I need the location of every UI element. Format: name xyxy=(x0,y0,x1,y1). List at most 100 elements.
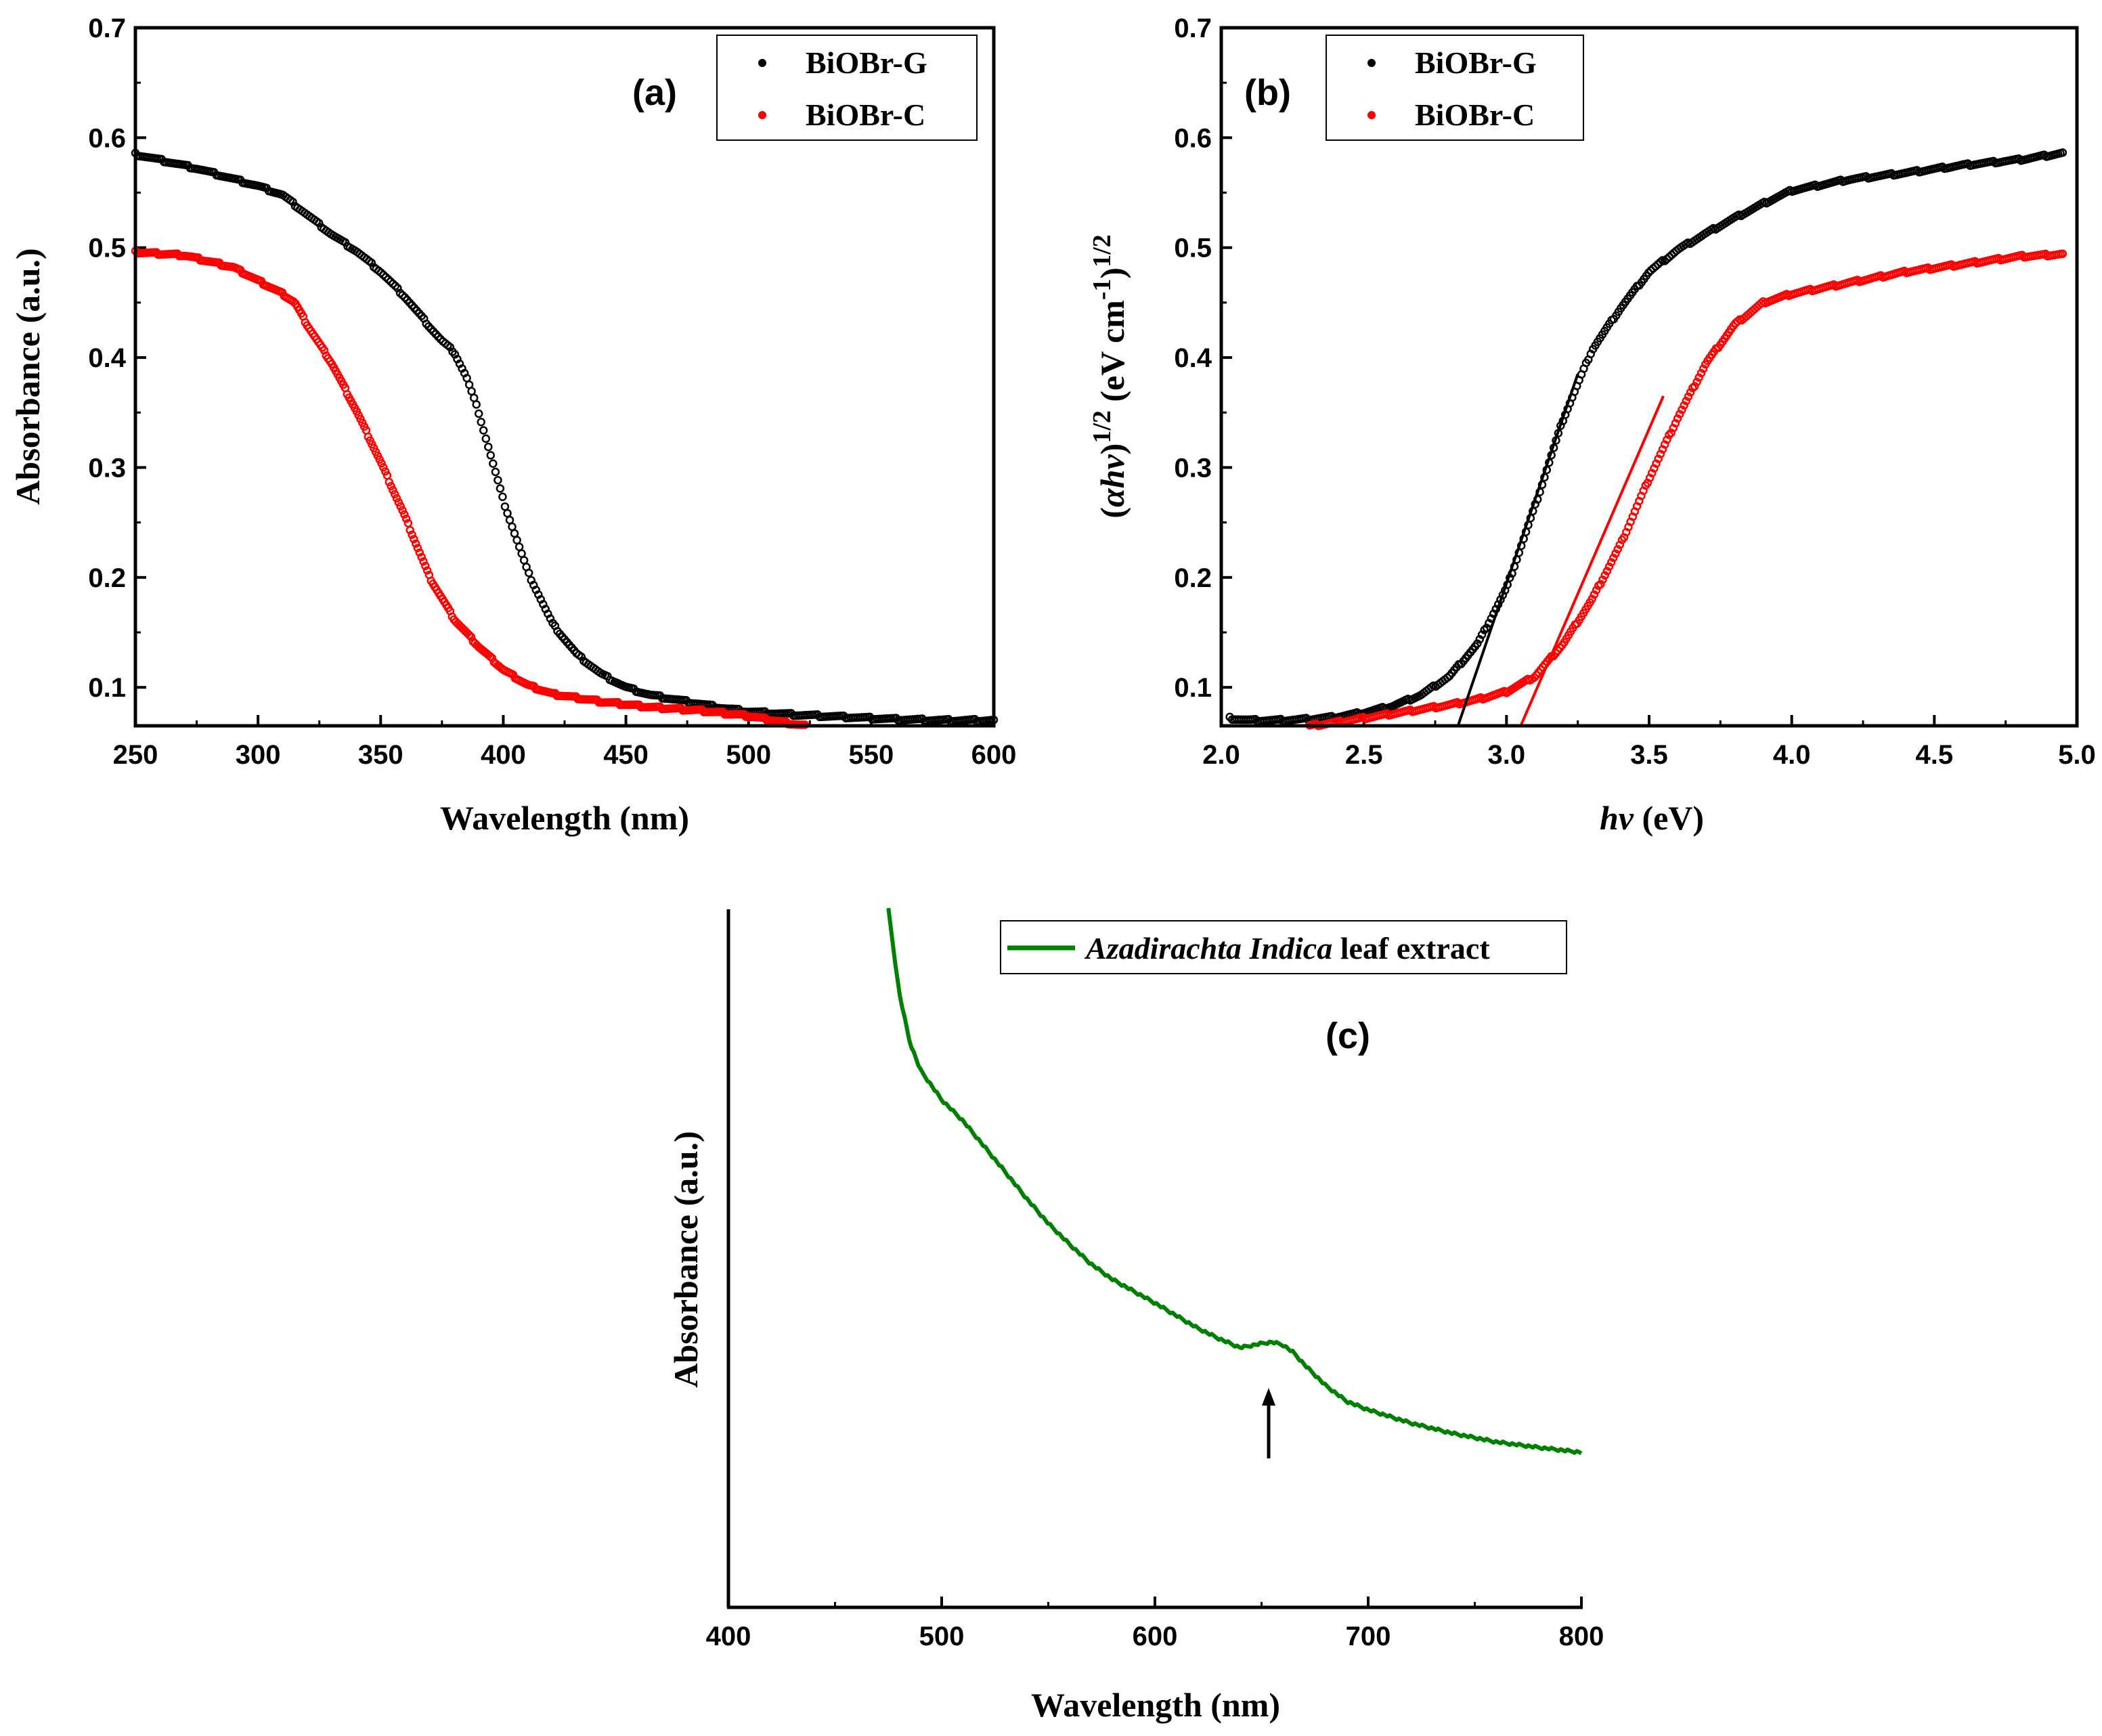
y-tick-label: 0.6 xyxy=(1174,123,1212,153)
data-point xyxy=(419,557,428,566)
data-point xyxy=(1654,454,1663,463)
panel-b-ticks: 2.0 2.5 3.0 3.5 4.0 4.5 5.0 0.1 0.2 0.3 0.4 0.5 0.6 0… xyxy=(1174,14,2095,770)
legend-label-leaf-extract: Azadirachta Indica leaf extract xyxy=(1084,931,1490,965)
data-point xyxy=(1596,580,1605,588)
panel-b-frame xyxy=(1219,26,2079,728)
data-point xyxy=(406,525,415,535)
data-point xyxy=(413,544,422,552)
data-point xyxy=(1682,397,1691,406)
data-point xyxy=(517,549,526,558)
data-point xyxy=(498,492,507,502)
x-tick-label: 3.0 xyxy=(1488,740,1526,770)
x-tick-label: 500 xyxy=(919,1622,965,1651)
data-point xyxy=(408,530,416,539)
y-tick-label: 0.7 xyxy=(1174,14,1212,43)
data-point xyxy=(510,529,519,538)
data-point xyxy=(1699,364,1708,373)
panel-c-legend: Azadirachta Indica leaf extract xyxy=(1000,920,1567,974)
data-point xyxy=(1694,373,1703,382)
data-point xyxy=(485,652,495,661)
data-point xyxy=(496,484,505,493)
data-point xyxy=(514,542,524,551)
data-point xyxy=(1615,540,1625,549)
x-tick-label: 600 xyxy=(971,740,1017,770)
fit-line-2 xyxy=(1519,395,1665,726)
data-point xyxy=(411,539,420,548)
data-point xyxy=(392,494,401,503)
data-point xyxy=(1604,562,1614,571)
series-biobr-c xyxy=(131,246,810,729)
panel-c-data xyxy=(886,907,1583,1456)
data-point xyxy=(477,418,485,427)
data-point xyxy=(1663,435,1671,444)
data-point xyxy=(489,459,498,468)
data-point xyxy=(1656,450,1665,458)
data-point xyxy=(1598,575,1607,584)
panel-c: 400 500 600 700 800 Wavelength (nm) Absorban… xyxy=(667,907,1604,1724)
panel-b-label: (b) xyxy=(1244,72,1291,113)
x-tick-label: 400 xyxy=(481,740,526,770)
data-point xyxy=(524,568,533,578)
x-tick-label: 800 xyxy=(1559,1622,1604,1651)
data-point xyxy=(410,535,418,544)
series-biobr-g xyxy=(131,148,999,726)
panel-b: 2.0 2.5 3.0 3.5 4.0 4.5 5.0 0.1 0.2 0.3 0.4 0.5 0.6 0… xyxy=(1088,14,2096,837)
data-point xyxy=(503,508,512,518)
y-tick-label: 0.6 xyxy=(88,123,126,153)
panel-a-legend: BiOBr-G BiOBr-C xyxy=(716,35,978,141)
data-point xyxy=(505,515,514,525)
data-point xyxy=(508,522,517,531)
data-point xyxy=(398,506,407,515)
panel-b-legend-box xyxy=(1326,35,1584,141)
data-point xyxy=(1671,418,1680,428)
data-point xyxy=(1611,549,1620,558)
legend-label-biobr-g: BiOBr-G xyxy=(806,45,927,80)
data-point xyxy=(1676,410,1684,418)
x-tick-label: 400 xyxy=(706,1622,751,1651)
data-point xyxy=(1669,423,1678,433)
data-point xyxy=(474,409,483,418)
data-point xyxy=(466,632,476,641)
data-point xyxy=(487,653,497,663)
panel-a-frame xyxy=(133,26,996,728)
panel-c-label: (c) xyxy=(1326,1016,1370,1056)
data-point xyxy=(1680,401,1688,410)
data-point xyxy=(1592,586,1601,594)
y-tick-label: 0.1 xyxy=(1174,673,1212,703)
data-point xyxy=(367,258,376,267)
legend-marker-biobr-c xyxy=(758,111,766,119)
data-point xyxy=(1688,383,1697,393)
data-point xyxy=(2058,148,2067,157)
data-point xyxy=(1692,377,1701,387)
data-point xyxy=(1613,544,1622,554)
panel-b-legend: BiOBr-G BiOBr-C xyxy=(1326,35,1584,141)
x-tick-label: 4.5 xyxy=(1916,740,1954,770)
data-point xyxy=(401,514,411,523)
data-point xyxy=(484,442,493,452)
x-tick-label: 450 xyxy=(603,740,649,770)
data-point xyxy=(1644,268,1653,278)
data-point xyxy=(1600,571,1609,580)
y-tick-label: 0.2 xyxy=(88,563,126,593)
panel-c-ylabel: Absorbance (a.u.) xyxy=(667,1131,705,1387)
panel-a-xlabel: Wavelength (nm) xyxy=(440,799,689,837)
data-point xyxy=(1602,567,1612,576)
legend-marker-biobr-g-b xyxy=(1367,59,1376,67)
series-biobr-g xyxy=(1225,148,2067,726)
data-point xyxy=(500,502,510,511)
panel-b-xlabel: hν (eV) xyxy=(1600,799,1704,837)
data-point xyxy=(1609,553,1618,563)
data-point xyxy=(491,467,500,477)
data-point xyxy=(288,197,297,207)
x-tick-label: 3.5 xyxy=(1630,740,1668,770)
series-azadirachta-indica-leaf-extract xyxy=(886,907,1583,1456)
data-point xyxy=(467,387,476,396)
panel-a: 250 300 350 400 450 500 550 600 0.1 0.2 0.3 0.4 0.5 0… xyxy=(9,14,1016,837)
data-point xyxy=(1650,464,1659,473)
data-point xyxy=(512,536,521,545)
data-point xyxy=(380,467,390,476)
data-point xyxy=(479,426,488,435)
x-tick-label: 2.5 xyxy=(1345,740,1383,770)
data-point xyxy=(1678,405,1686,414)
legend-label-biobr-c-b: BiOBr-C xyxy=(1415,97,1535,132)
